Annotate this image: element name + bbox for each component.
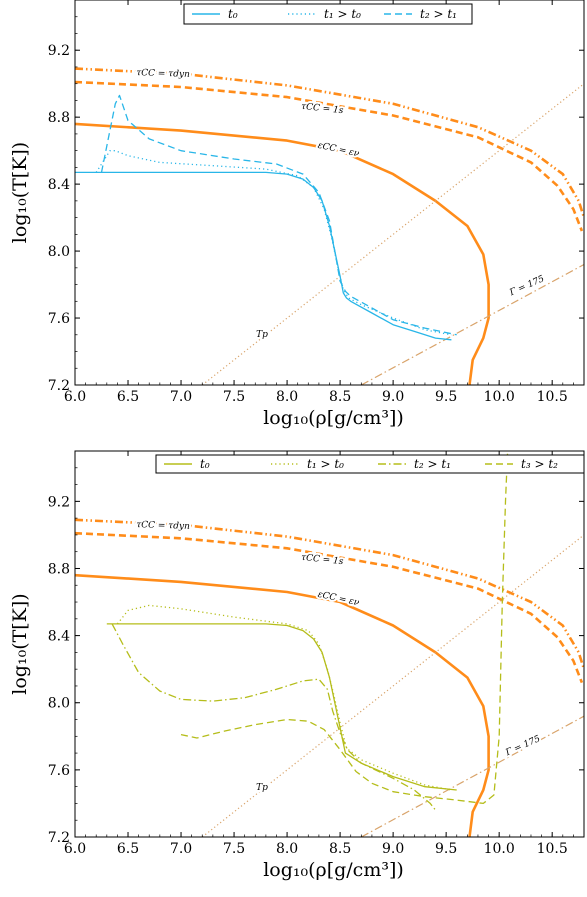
x-tick-label: 8.5 xyxy=(329,389,351,405)
reference-curve xyxy=(361,263,584,385)
x-tick-label: 10.5 xyxy=(537,389,568,405)
y-tick-label: 9.2 xyxy=(48,494,70,510)
curve-annotation: εCC = εν xyxy=(317,141,361,160)
x-tick-label: 10.0 xyxy=(484,389,515,405)
series-line xyxy=(100,94,457,336)
legend-label: t₁ > t₀ xyxy=(307,457,344,471)
curve-annotation: τCC = τdyn xyxy=(136,68,190,80)
x-axis-label: log₁₀(ρ[g/cm³]) xyxy=(263,859,404,881)
y-tick-label: 8.8 xyxy=(48,561,70,577)
x-tick-label: 7.0 xyxy=(170,841,192,857)
curve-annotation: Γ = 175 xyxy=(503,734,542,759)
plot-area xyxy=(75,67,584,385)
legend-label: t₃ > t₂ xyxy=(521,457,558,471)
x-tick-label: 7.5 xyxy=(223,841,245,857)
x-tick-label: 6.5 xyxy=(117,389,139,405)
x-axis-label: log₁₀(ρ[g/cm³]) xyxy=(263,407,404,429)
reference-curve xyxy=(75,80,584,232)
y-tick-label: 8.0 xyxy=(48,244,70,260)
curve-annotation: τCC = 1s xyxy=(301,102,345,116)
series-line xyxy=(116,604,452,791)
y-tick-label: 7.6 xyxy=(48,311,70,327)
legend-label: t₂ > t₁ xyxy=(414,457,451,471)
legend-label: t₂ > t₁ xyxy=(420,7,457,21)
x-tick-label: 6.5 xyxy=(117,841,139,857)
x-tick-label: 7.0 xyxy=(170,389,192,405)
plot-frame xyxy=(74,0,585,386)
y-tick-label: 8.4 xyxy=(48,177,70,193)
x-tick-label: 9.5 xyxy=(435,389,457,405)
plot-area xyxy=(75,451,584,837)
reference-curve xyxy=(361,715,584,837)
curve-annotation: Tp xyxy=(256,330,268,340)
curve-annotation: εCC = εν xyxy=(317,590,361,609)
curve-annotation: Tp xyxy=(256,783,268,793)
plot-frame xyxy=(74,450,585,838)
reference-curve xyxy=(75,573,490,837)
reference-curve xyxy=(201,534,584,837)
legend-label: t₀ xyxy=(228,7,238,21)
x-tick-label: 8.0 xyxy=(276,841,298,857)
legend: t₀ t₁ > t₀ t₂ > t₁ t₃ > t₂ xyxy=(155,454,585,474)
reference-curve xyxy=(75,67,584,218)
y-tick-label: 7.6 xyxy=(48,763,70,779)
x-tick-label: 7.5 xyxy=(223,389,245,405)
legend-label: t₁ > t₀ xyxy=(324,7,361,21)
legend-box xyxy=(183,3,473,25)
legend-label: t₀ xyxy=(200,457,210,471)
x-tick-label: 6.0 xyxy=(64,389,86,405)
x-tick-label: 9.0 xyxy=(382,841,404,857)
curve-annotation: τCC = 1s xyxy=(301,553,345,567)
series-line xyxy=(95,150,452,336)
reference-curve xyxy=(75,518,584,670)
x-tick-label: 9.0 xyxy=(382,389,404,405)
series-line xyxy=(111,623,437,811)
legend: t₀ t₁ > t₀ t₂ > t₁ xyxy=(183,3,473,25)
x-tick-label: 9.5 xyxy=(435,841,457,857)
curve-annotation: τCC = τdyn xyxy=(136,520,190,532)
bottom-panel: τCC = τdyn τCC = 1s εCC = εν Γ = 175 Tp 6.0 6.… xyxy=(9,450,585,881)
series-line xyxy=(106,623,457,791)
x-tick-label: 10.0 xyxy=(484,841,515,857)
legend-box xyxy=(155,454,585,474)
reference-curve xyxy=(75,122,490,385)
reference-curve xyxy=(75,531,584,684)
y-tick-label: 9.2 xyxy=(48,43,70,59)
x-tick-label: 8.5 xyxy=(329,841,351,857)
y-tick-label: 8.4 xyxy=(48,629,70,645)
x-tick-label: 6.0 xyxy=(64,841,86,857)
y-tick-label: 8.8 xyxy=(48,110,70,126)
x-tick-label: 8.0 xyxy=(276,389,298,405)
y-axis-label: log₁₀(T[K]) xyxy=(9,142,31,243)
x-tick-label: 10.5 xyxy=(537,841,568,857)
series-line xyxy=(180,451,509,805)
y-tick-label: 7.2 xyxy=(48,378,70,394)
y-tick-label: 7.2 xyxy=(48,830,70,846)
y-axis-label: log₁₀(T[K]) xyxy=(9,593,31,694)
y-tick-label: 8.0 xyxy=(48,696,70,712)
series-line xyxy=(75,171,452,341)
